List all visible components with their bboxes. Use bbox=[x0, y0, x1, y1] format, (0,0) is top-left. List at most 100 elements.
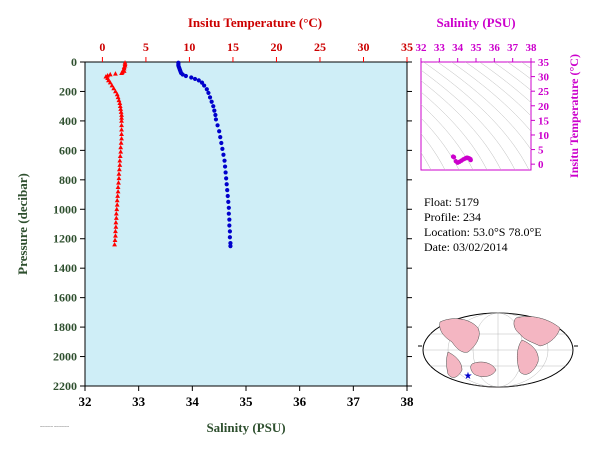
temperature-tick-label: 25 bbox=[314, 40, 326, 54]
density-contour bbox=[421, 152, 432, 170]
pressure-tick-label: 800 bbox=[59, 173, 77, 187]
salinity-point bbox=[199, 80, 205, 85]
salinity-point bbox=[221, 152, 226, 157]
temperature-point bbox=[113, 233, 118, 238]
temperature-point bbox=[113, 71, 118, 76]
profile-marks bbox=[103, 60, 233, 249]
pressure-tick-label: 1000 bbox=[53, 202, 77, 216]
salinity-point bbox=[222, 158, 227, 163]
salinity-tick-label: 38 bbox=[401, 394, 415, 409]
float-location: Location: 53.0°S 78.0°E bbox=[424, 225, 542, 239]
temperature-point bbox=[119, 127, 124, 132]
pressure-tick-label: 2000 bbox=[53, 350, 77, 364]
map-land bbox=[439, 316, 561, 388]
density-contours bbox=[421, 62, 531, 170]
density-contour bbox=[421, 91, 488, 170]
pressure-tick-label: 1400 bbox=[53, 261, 77, 275]
temperature-point bbox=[119, 118, 124, 123]
temperature-point bbox=[114, 197, 120, 203]
figure-footnote: ~~~~~~ ~~~~~~~ bbox=[40, 424, 70, 429]
density-contour bbox=[421, 80, 502, 170]
salinity-point bbox=[222, 164, 228, 169]
temperature-point bbox=[114, 206, 120, 212]
ts-point bbox=[468, 157, 473, 163]
salinity-axis-title: Salinity (PSU) bbox=[206, 420, 285, 435]
salinity-point bbox=[227, 217, 232, 222]
temperature-point bbox=[115, 184, 121, 189]
temperature-tick-label: 20 bbox=[270, 40, 282, 54]
pressure-tick-label: 2200 bbox=[53, 379, 77, 393]
temperature-point bbox=[118, 106, 124, 111]
ts-temperature-tick-label: 30 bbox=[538, 72, 550, 84]
temperature-point bbox=[114, 91, 120, 97]
temperature-point bbox=[113, 228, 118, 234]
pressure-tick-label: 1800 bbox=[53, 320, 77, 334]
ts-diagram: 32 33 34 35 36 37 38 0 5 10 15 20 25 30 35 Salinity (P… bbox=[416, 15, 582, 178]
temperature-point bbox=[112, 237, 118, 242]
pressure-tick-label: 1200 bbox=[53, 232, 77, 246]
density-contour bbox=[465, 62, 531, 117]
salinity-tick-label: 36 bbox=[293, 394, 307, 409]
ts-salinity-title: Salinity (PSU) bbox=[436, 15, 515, 30]
temperature-point bbox=[111, 85, 117, 91]
salinity-point bbox=[180, 72, 185, 77]
ts-marks bbox=[450, 154, 473, 165]
temperature-tick-label: 5 bbox=[143, 40, 149, 54]
temperature-point bbox=[117, 153, 123, 159]
profile-plot: 0200400600800100012001400160018002000220… bbox=[15, 15, 414, 435]
salinity-point bbox=[213, 112, 218, 118]
density-contour bbox=[421, 133, 446, 170]
salinity-point bbox=[209, 99, 214, 104]
temperature-axis-title: Insitu Temperature (°C) bbox=[188, 15, 322, 30]
density-contour bbox=[421, 117, 460, 170]
density-contour bbox=[451, 62, 531, 132]
temperature-point bbox=[118, 140, 124, 145]
ts-salinity-tick-label: 37 bbox=[507, 42, 519, 54]
pressure-tick-label: 200 bbox=[59, 84, 77, 98]
salinity-tick-label: 32 bbox=[79, 394, 92, 409]
salinity-point bbox=[219, 140, 224, 146]
temperature-point bbox=[113, 88, 118, 94]
ts-salinity-tick-label: 38 bbox=[526, 42, 538, 54]
salinity-point bbox=[196, 78, 201, 83]
salinity-point bbox=[192, 76, 198, 82]
salinity-tick-label: 37 bbox=[347, 394, 361, 409]
temperature-point bbox=[118, 109, 124, 114]
temperature-point bbox=[117, 100, 123, 106]
ts-temperature-title: Insitu Temperature (°C) bbox=[567, 54, 581, 178]
temperature-point bbox=[113, 219, 119, 225]
ts-temperature-tick-label: 35 bbox=[538, 57, 550, 69]
ts-axes: 32 33 34 35 36 37 38 0 5 10 15 20 25 30 35 bbox=[416, 42, 550, 171]
salinity-point bbox=[213, 117, 219, 122]
temperature-point bbox=[117, 158, 123, 163]
pressure-tick-label: 1600 bbox=[53, 291, 77, 305]
density-contour bbox=[521, 62, 531, 69]
salinity-point bbox=[224, 182, 229, 187]
temperature-point bbox=[115, 193, 121, 198]
density-contour bbox=[507, 62, 531, 80]
temperature-point bbox=[116, 171, 122, 176]
pressure-axis-title: Pressure (decibar) bbox=[15, 173, 30, 275]
ts-plot-area bbox=[420, 61, 532, 171]
temperature-point bbox=[116, 166, 122, 172]
float-location-marker: ★ bbox=[464, 371, 473, 382]
temperature-point bbox=[113, 211, 119, 216]
ts-temperature-tick-label: 20 bbox=[538, 101, 550, 113]
density-contour bbox=[479, 62, 531, 103]
salinity-point bbox=[189, 75, 194, 80]
float-id: Float: 5179 bbox=[424, 195, 480, 209]
salinity-point bbox=[206, 90, 211, 96]
salinity-point bbox=[218, 135, 223, 140]
salinity-point bbox=[204, 87, 209, 92]
ts-temperature-tick-label: 5 bbox=[538, 145, 544, 157]
ts-temperature-tick-label: 0 bbox=[538, 159, 544, 171]
temperature-point bbox=[109, 82, 115, 88]
temperature-tick-label: 15 bbox=[227, 40, 239, 54]
salinity-point bbox=[220, 146, 225, 151]
salinity-point bbox=[225, 193, 230, 199]
temperature-point bbox=[117, 103, 123, 108]
salinity-tick-label: 34 bbox=[186, 394, 200, 409]
salinity-point bbox=[226, 199, 231, 205]
temperature-tick-label: 35 bbox=[401, 40, 413, 54]
ts-salinity-tick-label: 35 bbox=[471, 42, 483, 54]
